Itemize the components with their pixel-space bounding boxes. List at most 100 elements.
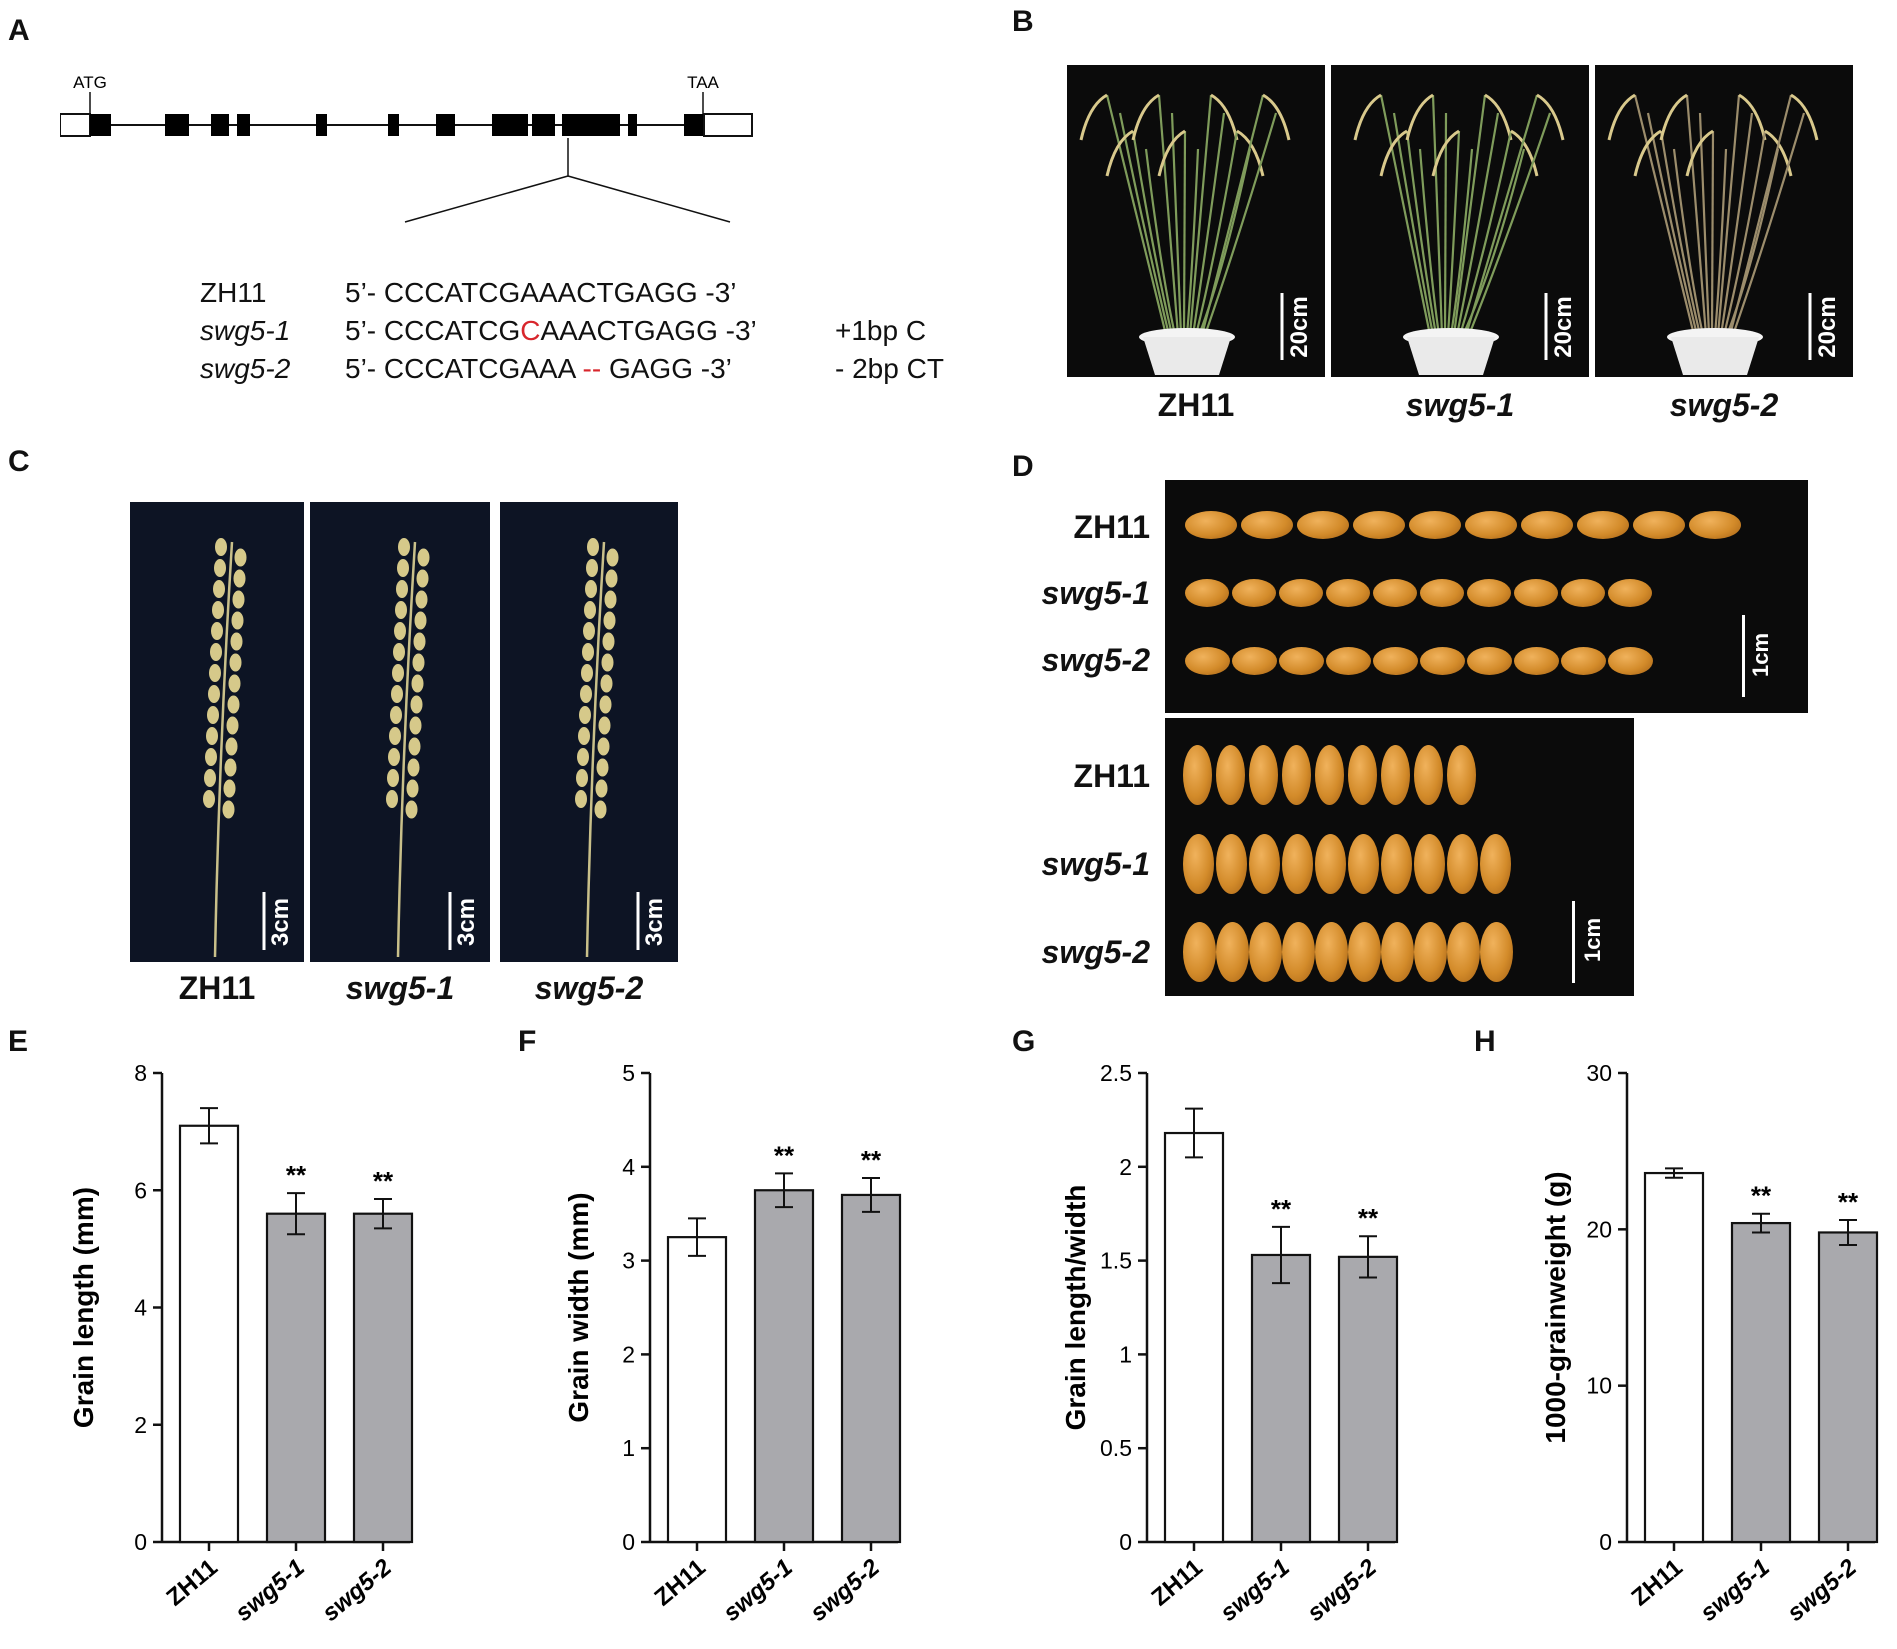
- spikelet: [231, 611, 244, 630]
- stop-codon-label: TAA: [687, 73, 719, 92]
- spikelet: [392, 664, 404, 682]
- spikelet: [575, 790, 587, 808]
- spikelet: [205, 748, 217, 766]
- sequence-suffix: AAACTGAGG -3’: [540, 315, 757, 346]
- plant-stem: [1144, 148, 1177, 336]
- grain-genotype-label: ZH11: [1073, 758, 1150, 794]
- panicle-photo: 3cm: [500, 502, 678, 962]
- spikelet: [214, 559, 226, 577]
- plant-stem: [1458, 130, 1513, 336]
- spikelet: [600, 674, 613, 693]
- panicle-branch: [1536, 93, 1565, 141]
- y-tick-label: 3: [622, 1248, 635, 1274]
- bar: [666, 1236, 728, 1544]
- spikelet: [391, 685, 403, 703]
- grain: [1381, 745, 1410, 805]
- plant-stem: [1157, 94, 1180, 336]
- x-tick-label: ZH11: [650, 1554, 711, 1612]
- grain: [1514, 579, 1558, 607]
- exon-3: [211, 114, 229, 136]
- grain: [1353, 511, 1405, 539]
- plant-stem: [1418, 148, 1441, 336]
- rice-plant-illustration: 20cm: [1079, 93, 1313, 375]
- y-tick-label: 0: [134, 1529, 147, 1555]
- x-tick-label: swg5-2: [1782, 1554, 1862, 1627]
- y-tick-label: 6: [134, 1177, 147, 1203]
- spikelet: [583, 622, 595, 640]
- x-tick-label: swg5-1: [1215, 1554, 1295, 1627]
- plant-stem: [1716, 94, 1741, 336]
- bar: [1337, 1255, 1399, 1544]
- spikelet: [388, 748, 400, 766]
- grain: [1420, 579, 1464, 607]
- spikelet: [599, 695, 612, 714]
- grain: [1447, 834, 1478, 894]
- panel-label-d: D: [1012, 450, 1034, 483]
- grain: [1279, 579, 1323, 607]
- exon-9: [532, 114, 555, 136]
- grain: [1420, 647, 1465, 675]
- plant-stem: [1182, 130, 1187, 336]
- scale-label: 3cm: [267, 898, 294, 946]
- plant-stem: [1659, 130, 1702, 336]
- spikelet: [222, 800, 235, 819]
- mutation-mark: C: [520, 315, 541, 346]
- spikelet: [389, 727, 401, 745]
- sequence-prefix: 5’- CCCATCG: [345, 315, 521, 346]
- spikelet: [408, 737, 421, 756]
- spikelet: [406, 779, 419, 798]
- spikelet: [226, 716, 239, 735]
- grain: [1216, 745, 1245, 805]
- plant-photo: 20cm: [1067, 65, 1325, 377]
- grain-genotype-label: swg5-2: [1041, 642, 1150, 678]
- spikelet: [417, 548, 430, 567]
- plant-stem: [1719, 112, 1754, 336]
- y-tick-label: 0: [622, 1529, 635, 1555]
- pot-body: [1407, 337, 1495, 375]
- y-tick-label: 2: [622, 1341, 635, 1367]
- exon-8: [492, 114, 528, 136]
- plant-stem: [1452, 94, 1487, 336]
- panicle-branch: [1510, 129, 1539, 177]
- grain: [1216, 922, 1249, 982]
- spikelet: [585, 580, 597, 598]
- x-tick-label: swg5-1: [1695, 1554, 1775, 1627]
- spikelet: [579, 706, 591, 724]
- grain: [1185, 511, 1237, 539]
- grain: [1216, 834, 1247, 894]
- x-tick-label: ZH11: [1147, 1554, 1208, 1612]
- zoom-line-left: [404, 175, 569, 223]
- spikelet: [225, 737, 238, 756]
- scale-label: 20cm: [1814, 296, 1841, 357]
- panicle-illustration: 3cm: [203, 538, 294, 958]
- plant-photo: 20cm: [1595, 65, 1853, 377]
- panicle-branch: [1262, 93, 1291, 141]
- panicle-stem: [396, 541, 417, 958]
- plant-stem: [1455, 112, 1500, 336]
- utr5-box: [60, 113, 91, 137]
- plant-stem: [1405, 130, 1438, 336]
- grain: [1249, 834, 1280, 894]
- panel-label-c: C: [8, 445, 30, 478]
- spikelet: [209, 664, 221, 682]
- y-tick-label: 0.5: [1100, 1435, 1132, 1461]
- sequence-text: 5’- CCCATCGCAAACTGAGG -3’: [345, 315, 757, 347]
- panel-label-e: E: [8, 1025, 29, 1058]
- x-tick-label: ZH11: [1627, 1554, 1688, 1612]
- panicle-branch: [1079, 93, 1108, 141]
- spikelet: [211, 622, 223, 640]
- spikelet: [594, 800, 607, 819]
- spikelet: [576, 769, 588, 787]
- spikelet: [595, 779, 608, 798]
- plant-stem: [1105, 94, 1168, 336]
- bar: [178, 1124, 240, 1544]
- plant-stem: [1722, 130, 1767, 336]
- exon-5: [316, 114, 327, 136]
- panicle-genotype-label: swg5-1: [345, 970, 455, 1006]
- spikelet: [393, 643, 405, 661]
- grain: [1348, 745, 1377, 805]
- bar-chart-h: 0 10 20 30 1000-grainweight (g) ZH11 ** swg5-1 *…: [1540, 1060, 1879, 1627]
- plant-stem: [1392, 112, 1435, 336]
- grain: [1467, 579, 1511, 607]
- plant-stem: [1191, 112, 1226, 336]
